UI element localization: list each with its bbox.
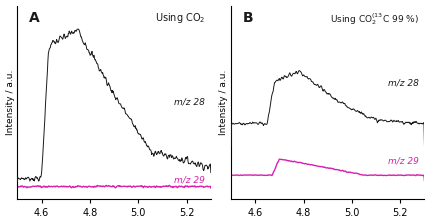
Text: m/z 28: m/z 28	[388, 79, 419, 88]
Text: m/z 29: m/z 29	[174, 176, 205, 185]
Text: m/z 28: m/z 28	[174, 98, 205, 107]
Text: B: B	[243, 11, 253, 25]
Text: Using CO$_2^{(13}$C 99 %): Using CO$_2^{(13}$C 99 %)	[330, 11, 419, 27]
Text: m/z 29: m/z 29	[388, 156, 419, 165]
Text: Using CO$_2$: Using CO$_2$	[154, 11, 205, 25]
Text: A: A	[29, 11, 40, 25]
Y-axis label: Intensity / a.u.: Intensity / a.u.	[6, 70, 15, 135]
Y-axis label: Intensity / a.u.: Intensity / a.u.	[219, 70, 228, 135]
